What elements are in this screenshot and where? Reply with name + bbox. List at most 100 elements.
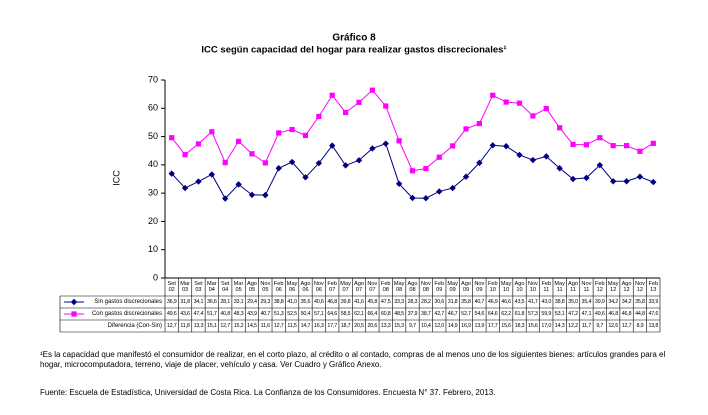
table-value: 28,3 <box>407 299 418 305</box>
marker <box>636 173 644 180</box>
marker <box>249 151 255 157</box>
x-tick-label: Mar 04 <box>206 281 217 293</box>
table-value: 58,5 <box>340 311 351 317</box>
marker <box>70 298 78 306</box>
marker <box>516 151 523 159</box>
marker <box>409 168 416 174</box>
marker <box>597 135 603 141</box>
table-value: 17,7 <box>487 323 498 329</box>
table-value: 15,6 <box>528 323 538 329</box>
chart-title: Gráfico 8 <box>332 33 376 44</box>
marker <box>449 184 456 192</box>
table-value: 48,5 <box>394 311 404 317</box>
table-value: 47,6 <box>648 311 659 317</box>
table-value: 36,6 <box>206 299 217 305</box>
table-value: 43,6 <box>180 311 190 317</box>
table-value: 53,1 <box>554 311 565 317</box>
table-value: 29,3 <box>260 299 271 305</box>
table-value: 18,7 <box>340 323 351 329</box>
table-value: 46,9 <box>487 299 498 305</box>
marker <box>182 152 188 158</box>
table-value: 12,6 <box>608 323 619 329</box>
marker <box>369 145 376 152</box>
table-value: 11,8 <box>180 323 190 329</box>
table-value: 37,9 <box>407 311 418 317</box>
y-tick-label: 70 <box>148 74 158 84</box>
table-value: 10,4 <box>421 323 431 329</box>
table-value: 14,5 <box>247 323 257 329</box>
x-tick-label: Ago 08 <box>407 281 418 293</box>
marker <box>329 92 335 98</box>
footnote: ¹Es la capacidad que manifestó el consum… <box>40 350 666 369</box>
table-value: 12,7 <box>166 323 177 329</box>
table-value: 46,6 <box>501 299 511 305</box>
x-tick-label: Feb 10 <box>487 281 498 293</box>
table-value: 12,7 <box>220 323 231 329</box>
table-value: 38,8 <box>273 299 284 305</box>
table-value: 40,6 <box>313 299 324 305</box>
table-value: 40,8 <box>220 311 231 317</box>
table-value: 50,4 <box>300 311 311 317</box>
table-value: 20,5 <box>354 323 364 329</box>
x-tick-label: Ago 10 <box>514 281 525 293</box>
marker <box>396 138 402 144</box>
line <box>171 89 654 172</box>
table-value: 16,3 <box>313 323 324 329</box>
x-tick-label: Nov 09 <box>474 281 485 293</box>
marker <box>650 140 656 146</box>
table-value: 12,7 <box>621 323 632 329</box>
x-tick-label: Feb 06 <box>273 281 284 293</box>
marker <box>516 100 523 106</box>
marker <box>288 158 296 166</box>
table-value: 33,1 <box>233 299 244 305</box>
table-value: 29,4 <box>247 299 257 305</box>
marker <box>168 170 175 177</box>
table-value: 47,1 <box>581 311 592 317</box>
table-value: 15,2 <box>233 323 244 329</box>
marker <box>355 157 363 164</box>
table-value: 36,9 <box>166 299 177 305</box>
marker <box>302 174 309 181</box>
x-tick-label: Mar 05 <box>233 281 244 293</box>
table-value: 35,0 <box>568 299 578 305</box>
marker <box>315 159 323 167</box>
marker <box>609 178 617 185</box>
marker <box>275 165 282 172</box>
table-value: 17,7 <box>327 323 338 329</box>
marker <box>623 143 630 149</box>
table-value: 43,5 <box>514 299 525 305</box>
marker <box>329 142 336 149</box>
table-value: 45,8 <box>367 299 378 305</box>
table-value: 39,8 <box>340 299 351 305</box>
x-tick-label: May 11 <box>554 281 565 293</box>
marker <box>289 126 295 133</box>
marker <box>276 130 282 136</box>
table-value: 57,3 <box>528 311 538 317</box>
marker <box>248 191 256 199</box>
marker <box>181 184 189 192</box>
x-tick-label: Ago 12 <box>621 281 632 293</box>
marker <box>462 173 470 180</box>
table-value: 16,9 <box>461 323 471 329</box>
legend-label: Con gastos discrecionales <box>91 311 162 317</box>
marker <box>382 140 389 147</box>
marker <box>637 148 643 154</box>
table-value: 52,5 <box>287 311 297 317</box>
table-value: 43,9 <box>247 311 257 317</box>
x-tick-label: Ago 05 <box>246 281 257 293</box>
source: Fuente: Escuela de Estadística, Universi… <box>40 388 496 397</box>
x-tick-label: Feb 11 <box>541 281 552 293</box>
chart-subtitle: ICC según capacidad del hogar para reali… <box>201 45 506 56</box>
x-tick-label: May 08 <box>393 281 405 293</box>
table-value: 60,8 <box>380 311 391 317</box>
x-tick-label: Mar 03 <box>180 281 190 293</box>
table-value: 54,6 <box>474 311 485 317</box>
marker <box>569 175 577 183</box>
y-tick-label: 40 <box>148 159 158 169</box>
marker <box>610 143 616 149</box>
table-value: 15,3 <box>394 323 404 329</box>
y-axis-label: ICC <box>111 170 121 186</box>
table-value: 39,9 <box>594 299 605 305</box>
marker <box>543 105 549 112</box>
x-tick-label: Nov 11 <box>581 281 592 293</box>
